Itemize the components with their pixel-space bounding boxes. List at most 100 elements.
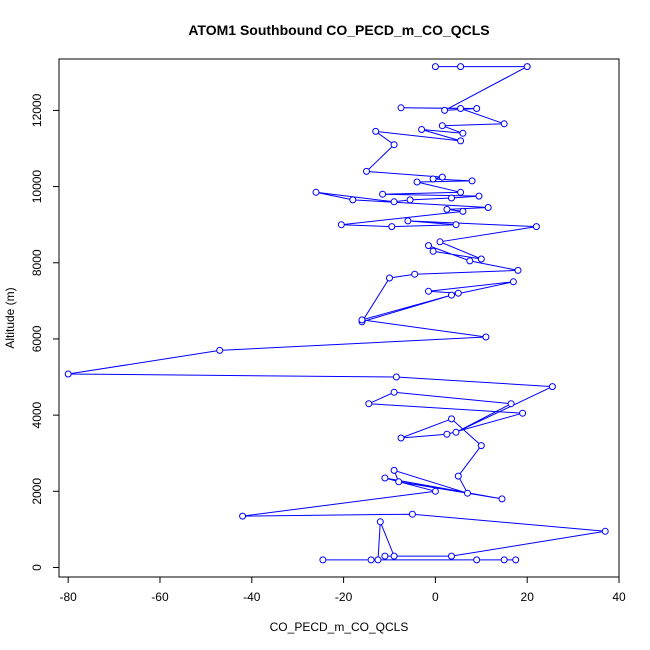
data-point <box>390 552 398 560</box>
data-point <box>452 221 460 229</box>
data-point <box>408 510 416 518</box>
data-point <box>425 242 432 250</box>
data-point <box>376 518 384 526</box>
data-point <box>457 137 465 145</box>
plot-frame <box>58 58 620 578</box>
data-point <box>473 556 481 564</box>
data-point <box>438 173 446 181</box>
data-point <box>482 333 490 341</box>
data-point <box>425 287 432 295</box>
data-point <box>512 556 520 564</box>
data-point <box>452 428 460 436</box>
data-point <box>64 370 72 378</box>
data-point <box>438 122 446 130</box>
data-point <box>498 495 506 503</box>
x-tick-label: -80 <box>60 590 78 604</box>
x-axis-label: CO_PECD_m_CO_QCLS <box>270 620 409 634</box>
data-point <box>484 204 492 211</box>
data-point <box>386 274 393 282</box>
data-point <box>473 105 481 112</box>
data-point <box>367 556 375 564</box>
data-point <box>216 346 224 354</box>
x-tick-label: -60 <box>151 590 169 604</box>
data-point <box>468 177 476 185</box>
x-tick-label: -40 <box>243 590 261 604</box>
data-point <box>319 556 327 564</box>
data-point <box>390 198 398 206</box>
data-point <box>454 472 462 480</box>
data-point <box>457 105 465 112</box>
data-point <box>532 223 540 231</box>
data-point <box>381 474 389 482</box>
data-point <box>457 188 465 196</box>
y-tick-label: 4000 <box>30 401 44 428</box>
y-axis: 0 2000 4000 6000 8000 10000 12000 <box>30 93 59 571</box>
y-tick-label: 6000 <box>30 325 44 352</box>
x-tick-label: 0 <box>432 590 439 604</box>
data-point <box>349 196 357 204</box>
series-group <box>64 63 609 564</box>
x-tick-label: 20 <box>521 590 535 604</box>
y-tick-label: 8000 <box>30 249 44 276</box>
data-point <box>443 430 451 438</box>
data-point <box>477 255 485 263</box>
y-tick-label: 0 <box>30 564 44 571</box>
y-tick-label: 12000 <box>30 93 44 127</box>
data-point <box>239 512 247 520</box>
data-point <box>365 400 373 408</box>
data-point <box>413 178 421 186</box>
data-point <box>507 400 515 408</box>
data-point <box>390 141 398 149</box>
data-point <box>500 556 508 564</box>
data-point <box>374 556 382 564</box>
data-point <box>411 270 419 278</box>
data-point <box>448 552 455 560</box>
data-point <box>392 373 400 381</box>
data-point <box>500 120 508 128</box>
data-point <box>431 63 439 71</box>
data-point <box>509 278 517 286</box>
data-point <box>381 552 389 560</box>
data-point <box>464 489 471 497</box>
data-point <box>397 104 405 112</box>
data-point <box>395 478 403 486</box>
data-point <box>312 188 320 196</box>
data-point <box>388 223 396 231</box>
data-point <box>429 175 437 183</box>
data-point <box>397 434 405 442</box>
data-point <box>601 527 609 535</box>
data-point <box>418 126 426 133</box>
data-point <box>519 409 527 417</box>
data-point <box>372 127 380 135</box>
x-tick-label: -20 <box>335 590 353 604</box>
data-point <box>477 442 485 450</box>
data-point <box>441 106 449 114</box>
data-point <box>475 192 483 200</box>
y-tick-label: 2000 <box>30 478 44 505</box>
data-point <box>448 291 455 299</box>
data-point <box>454 289 462 297</box>
y-axis-label: Altitude (m) <box>3 287 17 348</box>
data-point <box>459 129 467 137</box>
chart-title: ATOM1 Southbound CO_PECD_m_CO_QCLS <box>188 22 489 38</box>
data-point <box>390 466 398 474</box>
x-tick-label: 40 <box>612 590 626 604</box>
data-point <box>457 63 465 71</box>
data-point <box>390 388 398 396</box>
data-point <box>448 415 455 423</box>
data-point <box>431 487 439 495</box>
y-tick-label: 10000 <box>30 170 44 204</box>
data-point <box>429 247 437 255</box>
data-point <box>459 207 467 215</box>
data-point <box>363 167 370 175</box>
series-line <box>68 66 606 561</box>
x-axis: -80 -60 -40 -20 0 20 40 <box>60 577 626 604</box>
data-point <box>379 190 387 198</box>
data-point <box>448 194 455 202</box>
data-point <box>548 383 556 391</box>
data-point <box>358 316 366 324</box>
data-point <box>436 238 444 246</box>
data-point <box>443 205 451 213</box>
